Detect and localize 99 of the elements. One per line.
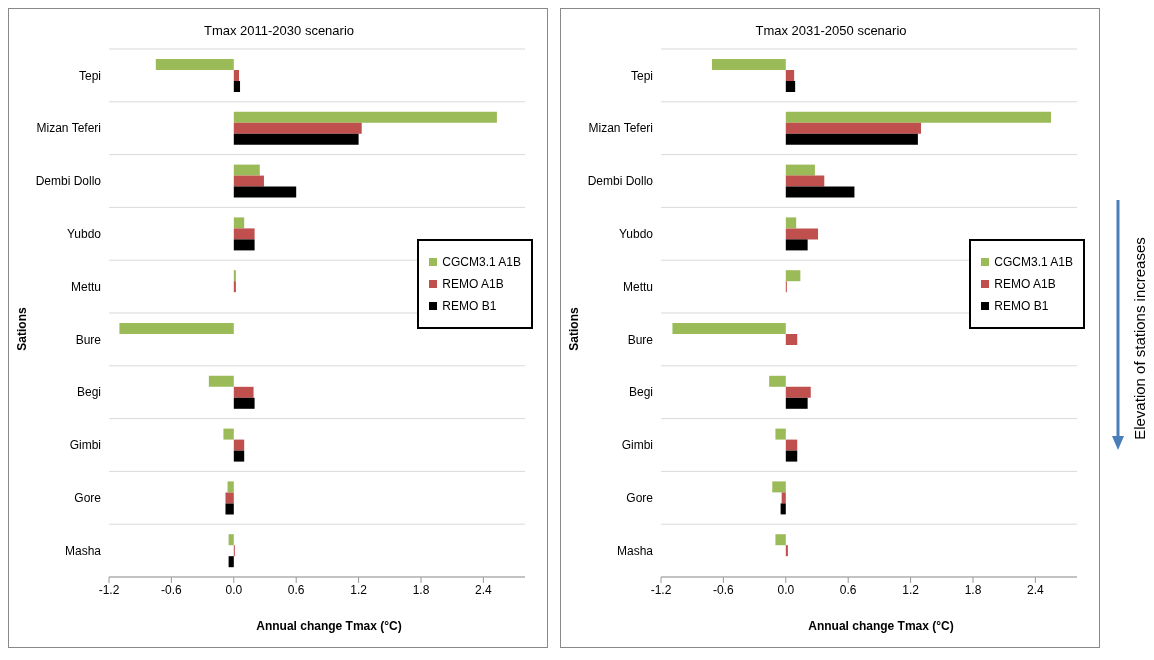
x-tick-label: -1.2	[650, 582, 672, 597]
bar	[785, 439, 798, 451]
bar	[233, 386, 254, 398]
y-tick-label: Masha	[616, 543, 654, 558]
bar	[228, 534, 234, 546]
bar	[233, 439, 245, 451]
x-tick-label: 1.2	[902, 582, 920, 597]
y-tick-label: Gimbi	[69, 438, 101, 453]
bar	[772, 481, 786, 493]
bar	[225, 503, 234, 515]
y-tick-label: Tepi	[630, 68, 653, 83]
bar	[233, 281, 236, 293]
legend-label: REMO A1B	[994, 277, 1056, 291]
chart-title: Tmax 2031-2050 scenario	[754, 23, 908, 38]
y-axis-title: Sations	[15, 307, 29, 351]
y-axis-title: Sations	[567, 307, 581, 351]
bar	[119, 323, 234, 334]
y-tick-label: Gore	[74, 491, 102, 506]
y-tick-label: Mizan Teferi	[588, 121, 653, 136]
bar	[228, 556, 234, 568]
x-tick-label: -1.2	[98, 582, 120, 597]
bar	[785, 175, 825, 187]
x-tick-label: -0.6	[713, 582, 735, 597]
y-tick-label: Begi	[76, 385, 101, 400]
bar	[233, 70, 239, 81]
y-tick-label: Gimbi	[621, 438, 653, 453]
bar	[233, 186, 297, 198]
bar	[711, 59, 786, 70]
x-axis-title: Annual change Tmax (°C)	[255, 619, 403, 633]
bar	[233, 239, 255, 251]
y-tick-label: Bure	[627, 332, 654, 347]
bar	[785, 186, 855, 198]
bar	[785, 164, 815, 176]
bar	[233, 450, 245, 462]
bar	[233, 175, 264, 187]
bar	[769, 375, 786, 387]
bar	[785, 111, 1051, 123]
bar	[785, 239, 808, 251]
x-tick-label: 1.8	[412, 582, 430, 597]
legend-label: REMO B1	[442, 299, 497, 313]
bar	[155, 59, 234, 70]
bar	[233, 122, 362, 134]
bar	[785, 228, 819, 240]
bar	[785, 70, 795, 81]
y-tick-label: Tepi	[78, 68, 101, 83]
y-tick-label: Yubdo	[618, 227, 654, 242]
x-tick-label: -0.6	[161, 582, 183, 597]
bar	[227, 481, 234, 493]
legend-label: REMO B1	[994, 299, 1049, 313]
bar	[785, 133, 918, 145]
y-tick-label: Mizan Teferi	[36, 121, 101, 136]
x-tick-label: 2.4	[475, 582, 493, 597]
bar	[225, 492, 234, 504]
y-tick-label: Mettu	[622, 279, 653, 294]
y-tick-label: Dembi Dollo	[35, 174, 102, 189]
bar	[785, 450, 798, 462]
chart-title: Tmax 2011-2030 scenario	[202, 23, 356, 38]
bar	[672, 323, 786, 334]
bar	[233, 111, 497, 123]
bar	[785, 334, 798, 345]
bar	[775, 428, 786, 440]
x-tick-label: 1.2	[350, 582, 368, 597]
text: Elevation of stations increases	[1130, 236, 1148, 440]
bar	[233, 217, 245, 229]
bar	[785, 545, 788, 557]
bar	[223, 428, 234, 440]
legend-label: CGCM3.1 A1B	[994, 255, 1073, 269]
y-tick-label: Yubdo	[66, 227, 102, 242]
y-tick-label: Begi	[628, 385, 653, 400]
bar	[785, 217, 797, 229]
x-tick-label: 0.0	[225, 582, 243, 597]
bar	[233, 397, 255, 409]
bar	[775, 534, 786, 546]
legend-label: REMO A1B	[442, 277, 504, 291]
bar	[233, 133, 359, 145]
y-tick-label: Gore	[626, 491, 654, 506]
bar	[785, 81, 796, 92]
bar	[780, 503, 786, 515]
x-tick-label: 0.0	[777, 582, 795, 597]
x-tick-label: 1.8	[964, 582, 982, 597]
bar	[785, 386, 811, 398]
bar	[233, 270, 236, 282]
x-tick-label: 0.6	[287, 582, 305, 597]
bar	[233, 228, 255, 240]
bar	[208, 375, 234, 387]
bar	[781, 492, 786, 504]
x-tick-label: 2.4	[1027, 582, 1045, 597]
bar	[233, 81, 241, 92]
bar	[785, 270, 801, 282]
x-tick-label: 0.6	[839, 582, 857, 597]
y-tick-label: Masha	[64, 543, 102, 558]
legend-label: CGCM3.1 A1B	[442, 255, 521, 269]
y-tick-label: Dembi Dollo	[587, 174, 654, 189]
x-axis-title: Annual change Tmax (°C)	[807, 619, 955, 633]
bar	[785, 397, 808, 409]
y-tick-label: Mettu	[70, 279, 101, 294]
y-tick-label: Bure	[75, 332, 102, 347]
bar	[785, 122, 921, 134]
bar	[233, 164, 260, 176]
